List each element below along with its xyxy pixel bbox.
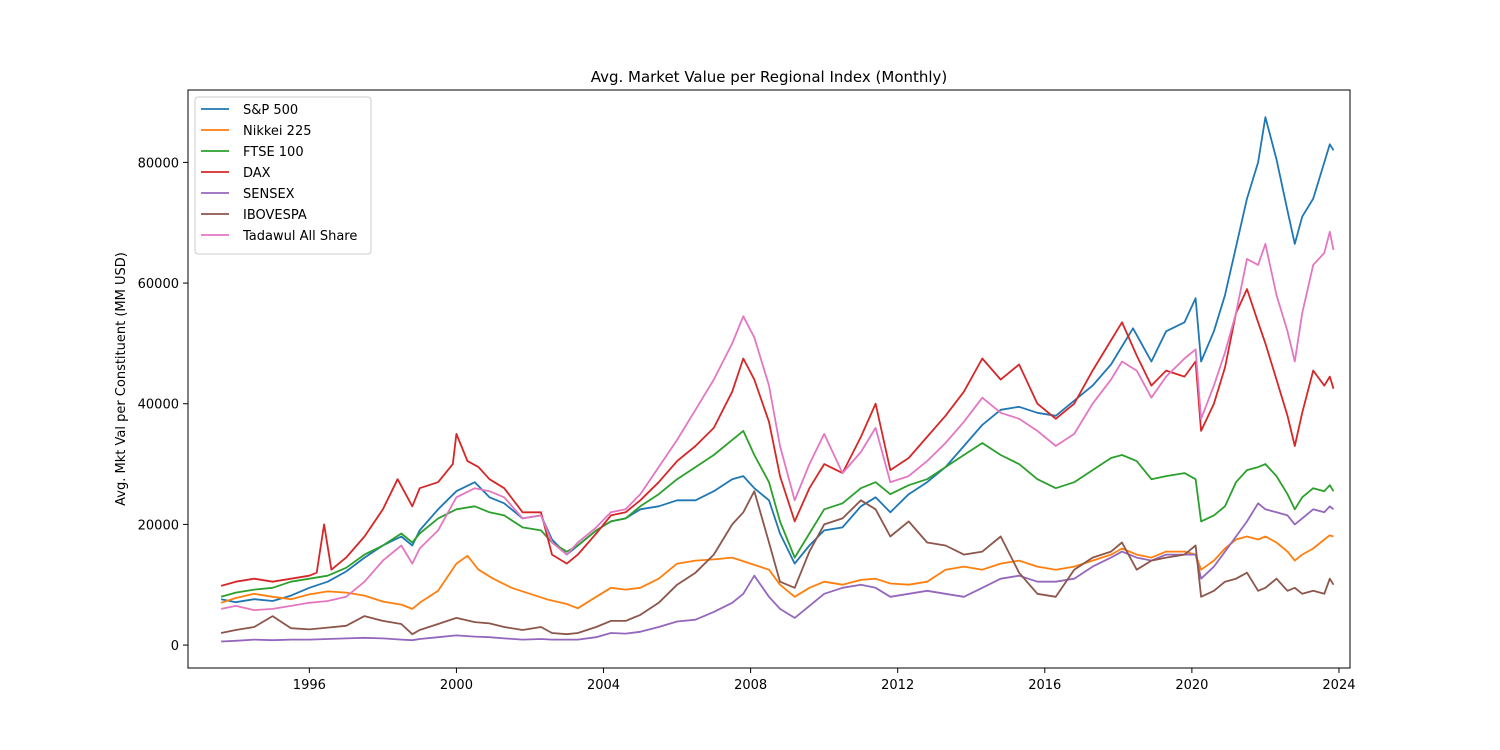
legend-label-nikkei-225: Nikkei 225 xyxy=(243,124,312,139)
legend-label-dax: DAX xyxy=(243,166,271,181)
x-tick-label: 1996 xyxy=(293,678,326,693)
series-layer xyxy=(220,116,1335,643)
y-tick-label: 20000 xyxy=(138,518,179,533)
y-tick-label: 60000 xyxy=(138,277,179,292)
series-line-sensex xyxy=(221,502,1335,643)
x-tick-label: 2016 xyxy=(1028,678,1061,693)
y-tick-label: 0 xyxy=(171,639,179,654)
legend-label-ftse-100: FTSE 100 xyxy=(243,145,304,160)
x-tick-label: 2004 xyxy=(587,678,620,693)
x-tick-label: 2012 xyxy=(881,678,914,693)
series-line-tadawul-all-share xyxy=(220,230,1335,611)
y-tick-label: 40000 xyxy=(138,398,179,413)
y-axis-title: Avg. Mkt Val per Constituent (MM USD) xyxy=(114,252,129,506)
legend-label-sensex: SENSEX xyxy=(243,187,295,202)
series-line-ftse-100 xyxy=(220,430,1335,598)
x-tick-label: 2024 xyxy=(1322,678,1355,693)
legend: S&P 500 Nikkei 225 FTSE 100 DAX SENSEX IBOVES… xyxy=(194,96,372,255)
legend-label-sandp-500: S&P 500 xyxy=(243,103,298,118)
y-tick-label: 80000 xyxy=(138,156,179,171)
x-axis: 1996 2000 2004 2008 2012 2016 2020 2024 xyxy=(293,668,1356,693)
y-axis: 0 20000 40000 60000 80000 xyxy=(138,156,188,654)
x-tick-label: 2020 xyxy=(1175,678,1208,693)
legend-label-ibovespa: IBOVESPA xyxy=(243,208,307,223)
series-line-dax xyxy=(220,288,1335,587)
plot-area-frame xyxy=(187,89,1351,669)
series-line-nikkei-225 xyxy=(220,534,1334,610)
x-tick-label: 2008 xyxy=(734,678,767,693)
chart-title: Avg. Market Value per Regional Index (Mo… xyxy=(591,68,948,86)
series-line-ibovespa xyxy=(220,490,1335,636)
x-tick-label: 2000 xyxy=(440,678,473,693)
legend-box xyxy=(194,96,372,255)
legend-label-tadawul-all-share: Tadawul All Share xyxy=(242,229,357,244)
